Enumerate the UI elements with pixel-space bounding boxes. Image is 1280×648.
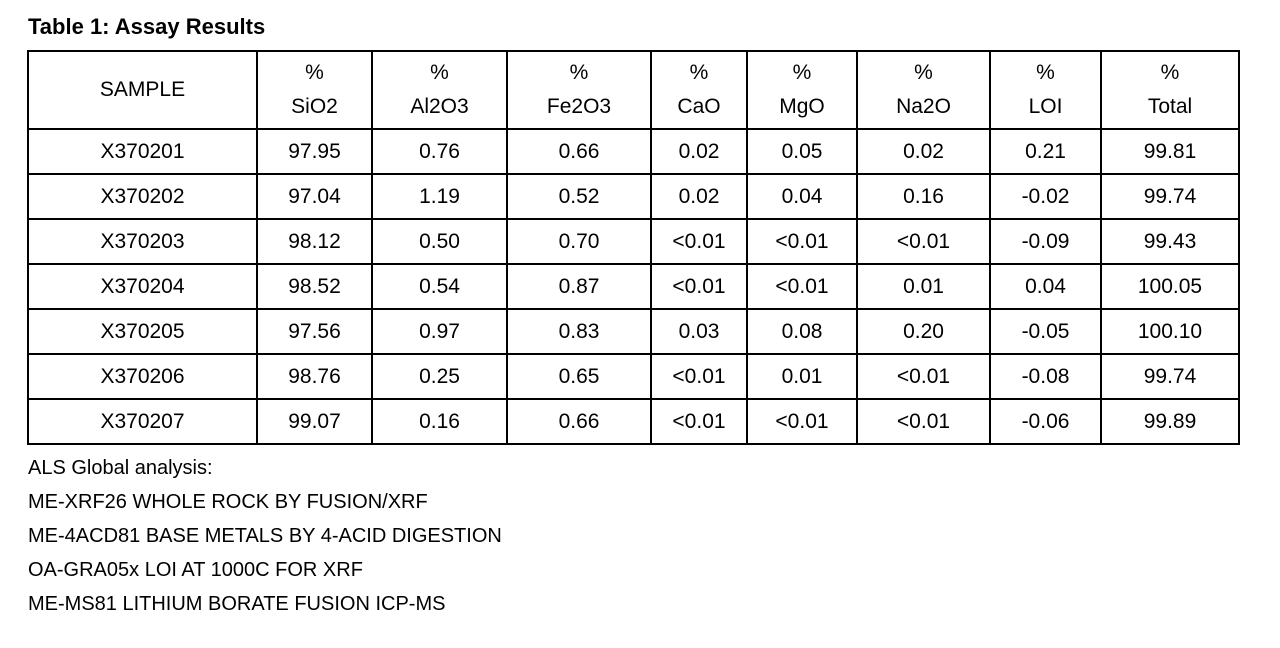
value-cell: 100.05 [1100, 263, 1240, 311]
note-line: ME-4ACD81 BASE METALS BY 4-ACID DIGESTIO… [28, 525, 502, 548]
value-cell: 0.66 [506, 398, 652, 446]
document-page: Table 1: Assay Results SAMPLE% SiO2% Al2O3… [27, 14, 1253, 621]
value-cell: 0.02 [856, 128, 991, 176]
value-cell: <0.01 [746, 398, 858, 446]
sample-id-cell: X370203 [27, 218, 258, 266]
value-cell: 99.43 [1100, 218, 1240, 266]
column-header: % Na2O [856, 50, 991, 131]
value-cell: 0.50 [371, 218, 508, 266]
value-cell: 0.16 [371, 398, 508, 446]
column-header: % SiO2 [256, 50, 373, 131]
sample-id-cell: X370206 [27, 353, 258, 401]
column-header-sample: SAMPLE [27, 50, 258, 131]
value-cell: 0.04 [746, 173, 858, 221]
value-cell: 100.10 [1100, 308, 1240, 356]
column-header: % LOI [989, 50, 1102, 131]
table-row: X370203 98.12 0.50 0.70 <0.01 <0.01 <0.01 -0.09… [27, 218, 1240, 266]
value-cell: 0.02 [650, 128, 748, 176]
value-cell: 0.87 [506, 263, 652, 311]
value-cell: <0.01 [746, 263, 858, 311]
value-cell: -0.06 [989, 398, 1102, 446]
table-body: X370201 97.95 0.76 0.66 0.02 0.05 0.02 0.21 99.8… [27, 128, 1240, 446]
sample-id-cell: X370205 [27, 308, 258, 356]
value-cell: 0.05 [746, 128, 858, 176]
note-line: ME-MS81 LITHIUM BORATE FUSION ICP-MS [28, 593, 446, 616]
value-cell: 0.52 [506, 173, 652, 221]
value-cell: 97.95 [256, 128, 373, 176]
value-cell: 0.21 [989, 128, 1102, 176]
value-cell: -0.05 [989, 308, 1102, 356]
value-cell: <0.01 [650, 263, 748, 311]
sample-id-cell: X370202 [27, 173, 258, 221]
value-cell: <0.01 [856, 353, 991, 401]
value-cell: 1.19 [371, 173, 508, 221]
column-header: % Fe2O3 [506, 50, 652, 131]
analysis-notes: ALS Global analysis: ME-XRF26 WHOLE ROCK… [28, 451, 1253, 621]
value-cell: <0.01 [856, 398, 991, 446]
value-cell: 0.01 [856, 263, 991, 311]
value-cell: 0.76 [371, 128, 508, 176]
value-cell: 0.54 [371, 263, 508, 311]
note-line: OA-GRA05x LOI AT 1000C FOR XRF [28, 559, 363, 582]
value-cell: -0.09 [989, 218, 1102, 266]
table-title: Table 1: Assay Results [28, 14, 266, 39]
table-row: X370205 97.56 0.97 0.83 0.03 0.08 0.20 -0.05 100… [27, 308, 1240, 356]
value-cell: <0.01 [650, 398, 748, 446]
note-line: ME-XRF26 WHOLE ROCK BY FUSION/XRF [28, 491, 428, 514]
value-cell: <0.01 [650, 218, 748, 266]
column-header: % CaO [650, 50, 748, 131]
value-cell: 98.12 [256, 218, 373, 266]
value-cell: 0.83 [506, 308, 652, 356]
value-cell: 0.97 [371, 308, 508, 356]
assay-results-table: SAMPLE% SiO2% Al2O3% Fe2O3% CaO% MgO% Na2O% LOI… [27, 50, 1240, 446]
value-cell: -0.02 [989, 173, 1102, 221]
table-row: X370206 98.76 0.25 0.65 <0.01 0.01 <0.01 -0.08 9… [27, 353, 1240, 401]
value-cell: 0.16 [856, 173, 991, 221]
value-cell: 99.74 [1100, 353, 1240, 401]
column-header: % Total [1100, 50, 1240, 131]
value-cell: 97.56 [256, 308, 373, 356]
value-cell: 0.65 [506, 353, 652, 401]
value-cell: 0.25 [371, 353, 508, 401]
value-cell: 0.70 [506, 218, 652, 266]
sample-id-cell: X370204 [27, 263, 258, 311]
value-cell: 0.02 [650, 173, 748, 221]
value-cell: 0.03 [650, 308, 748, 356]
value-cell: 99.89 [1100, 398, 1240, 446]
value-cell: 0.04 [989, 263, 1102, 311]
value-cell: -0.08 [989, 353, 1102, 401]
value-cell: <0.01 [856, 218, 991, 266]
value-cell: 0.66 [506, 128, 652, 176]
table-row: X370204 98.52 0.54 0.87 <0.01 <0.01 0.01 0.04 10… [27, 263, 1240, 311]
table-header-row: SAMPLE% SiO2% Al2O3% Fe2O3% CaO% MgO% Na2O% LOI… [27, 50, 1240, 131]
value-cell: 99.81 [1100, 128, 1240, 176]
value-cell: 98.52 [256, 263, 373, 311]
note-line: ALS Global analysis: [28, 457, 213, 480]
value-cell: 98.76 [256, 353, 373, 401]
column-header: % MgO [746, 50, 858, 131]
value-cell: 0.20 [856, 308, 991, 356]
value-cell: <0.01 [746, 218, 858, 266]
table-row: X370207 99.07 0.16 0.66 <0.01 <0.01 <0.01 -0.06… [27, 398, 1240, 446]
sample-id-cell: X370207 [27, 398, 258, 446]
value-cell: 99.74 [1100, 173, 1240, 221]
value-cell: 97.04 [256, 173, 373, 221]
table-row: X370201 97.95 0.76 0.66 0.02 0.05 0.02 0.21 99.8… [27, 128, 1240, 176]
sample-id-cell: X370201 [27, 128, 258, 176]
value-cell: 0.08 [746, 308, 858, 356]
value-cell: 99.07 [256, 398, 373, 446]
value-cell: 0.01 [746, 353, 858, 401]
value-cell: <0.01 [650, 353, 748, 401]
column-header: % Al2O3 [371, 50, 508, 131]
table-row: X370202 97.04 1.19 0.52 0.02 0.04 0.16 -0.02 99.… [27, 173, 1240, 221]
